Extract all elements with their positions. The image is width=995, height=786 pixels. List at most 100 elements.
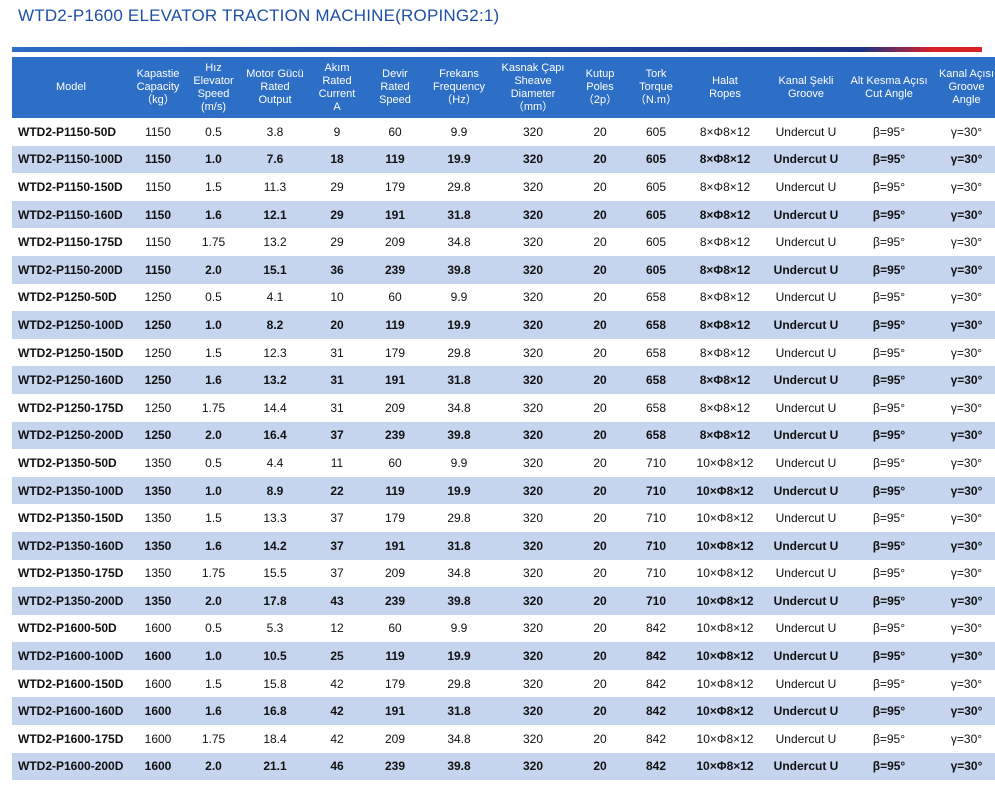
cell-ropes: 8×Φ8×12 — [685, 255, 765, 284]
cell-power: 13.2 — [241, 228, 309, 256]
cell-frequency: 19.9 — [425, 145, 493, 174]
cell-cut_angle: β=95° — [847, 642, 931, 670]
cell-groove: Undercut U — [765, 393, 847, 422]
column-header-rpm: Devir Rated Speed — [365, 57, 425, 118]
column-header-line: Kanal Şekli — [778, 74, 834, 87]
cell-speed: 2.0 — [186, 587, 241, 615]
cell-power: 5.3 — [241, 614, 309, 643]
cell-cut_angle: β=95° — [847, 228, 931, 256]
cell-sheave: 320 — [493, 118, 573, 146]
cell-capacity: 1600 — [130, 725, 186, 753]
column-header-line: Speed — [379, 94, 411, 106]
cell-poles: 20 — [573, 697, 627, 726]
cell-ropes: 10×Φ8×12 — [685, 697, 765, 726]
cell-groove_angle: γ=30° — [931, 421, 995, 450]
cell-frequency: 39.8 — [425, 421, 493, 450]
cell-sheave: 320 — [493, 228, 573, 256]
cell-power: 15.1 — [241, 255, 309, 284]
cell-sheave: 320 — [493, 173, 573, 201]
column-header-groove: Kanal Şekli Groove — [765, 57, 847, 118]
cell-ropes: 10×Φ8×12 — [685, 725, 765, 753]
column-header-line: A — [333, 100, 341, 113]
table-row: WTD2-P1250-175D 1250 1.75 14.4 31 209 34.8 320 2… — [12, 393, 995, 422]
table-row: WTD2-P1250-200D 1250 2.0 16.4 37 239 39.8 320 20… — [12, 421, 995, 450]
cell-sheave: 320 — [493, 504, 573, 532]
cell-speed: 2.0 — [186, 752, 241, 781]
cell-model: WTD2-P1350-175D — [12, 559, 130, 588]
cell-ropes: 10×Φ8×12 — [685, 752, 765, 781]
cell-groove_angle: γ=30° — [931, 283, 995, 312]
column-header-line: Frekans — [439, 68, 479, 80]
cell-torque: 605 — [627, 255, 685, 284]
cell-groove: Undercut U — [765, 449, 847, 477]
cell-current: 11 — [309, 449, 365, 477]
column-header-line: Poles — [586, 81, 614, 93]
cell-rpm: 60 — [365, 283, 425, 312]
cell-groove_angle: γ=30° — [931, 118, 995, 146]
column-header-line: Output — [258, 94, 292, 106]
cell-groove: Undercut U — [765, 504, 847, 532]
cell-ropes: 8×Φ8×12 — [685, 118, 765, 146]
column-header-line: （kg） — [141, 94, 175, 106]
cell-rpm: 191 — [365, 200, 425, 229]
column-header-speed: Hız Elevator Speed (m/s) — [186, 57, 241, 118]
cell-model: WTD2-P1350-150D — [12, 504, 130, 532]
cell-cut_angle: β=95° — [847, 338, 931, 367]
cell-model: WTD2-P1600-175D — [12, 725, 130, 753]
cell-power: 15.5 — [241, 559, 309, 588]
column-header-line: Kanal Açısı — [938, 68, 995, 80]
column-header-line: （2p） — [582, 94, 618, 106]
cell-frequency: 9.9 — [425, 118, 493, 146]
cell-cut_angle: β=95° — [847, 145, 931, 174]
column-header-frequency: Frekans Frequency （Hz） — [425, 57, 493, 118]
cell-sheave: 320 — [493, 559, 573, 588]
cell-frequency: 9.9 — [425, 614, 493, 643]
cell-groove: Undercut U — [765, 338, 847, 367]
cell-cut_angle: β=95° — [847, 366, 931, 394]
cell-model: WTD2-P1150-150D — [12, 173, 130, 201]
cell-speed: 2.0 — [186, 421, 241, 450]
cell-frequency: 34.8 — [425, 393, 493, 422]
table-row: WTD2-P1150-50D 1150 0.5 3.8 9 60 9.9 320 20 605 8×… — [12, 118, 995, 146]
cell-groove_angle: γ=30° — [931, 393, 995, 422]
cell-sheave: 320 — [493, 725, 573, 753]
cell-frequency: 29.8 — [425, 504, 493, 532]
column-header-line: Rated — [380, 81, 410, 93]
cell-sheave: 320 — [493, 669, 573, 698]
cell-ropes: 8×Φ8×12 — [685, 228, 765, 256]
cell-poles: 20 — [573, 669, 627, 698]
cell-torque: 658 — [627, 283, 685, 312]
cell-rpm: 239 — [365, 752, 425, 781]
cell-power: 8.9 — [241, 476, 309, 505]
table-row: WTD2-P1350-175D 1350 1.75 15.5 37 209 34.8 320 2… — [12, 559, 995, 588]
cell-ropes: 8×Φ8×12 — [685, 393, 765, 422]
cell-power: 3.8 — [241, 118, 309, 146]
cell-capacity: 1350 — [130, 449, 186, 477]
table-row: WTD2-P1150-175D 1150 1.75 13.2 29 209 34.8 320 2… — [12, 228, 995, 256]
cell-sheave: 320 — [493, 283, 573, 312]
cell-groove_angle: γ=30° — [931, 449, 995, 477]
cell-poles: 20 — [573, 504, 627, 532]
cell-poles: 20 — [573, 393, 627, 422]
cell-rpm: 209 — [365, 393, 425, 422]
cell-sheave: 320 — [493, 614, 573, 643]
table-body: WTD2-P1150-50D 1150 0.5 3.8 9 60 9.9 320 20 605 8×… — [12, 118, 995, 781]
cell-capacity: 1350 — [130, 504, 186, 532]
cell-poles: 20 — [573, 531, 627, 560]
cell-model: WTD2-P1600-150D — [12, 669, 130, 698]
cell-current: 18 — [309, 145, 365, 174]
cell-groove_angle: γ=30° — [931, 559, 995, 588]
table-row: WTD2-P1250-50D 1250 0.5 4.1 10 60 9.9 320 20 658 8… — [12, 283, 995, 312]
column-header-cut_angle: Alt Kesma Açısı Cut Angle — [847, 57, 931, 118]
cell-current: 42 — [309, 697, 365, 726]
cell-speed: 1.75 — [186, 725, 241, 753]
column-header-line: （mm） — [512, 100, 554, 113]
cell-rpm: 119 — [365, 311, 425, 339]
cell-cut_angle: β=95° — [847, 311, 931, 339]
cell-poles: 20 — [573, 725, 627, 753]
cell-groove_angle: γ=30° — [931, 366, 995, 394]
cell-groove_angle: γ=30° — [931, 642, 995, 670]
table-row: WTD2-P1150-160D 1150 1.6 12.1 29 191 31.8 320 20… — [12, 200, 995, 229]
cell-frequency: 31.8 — [425, 531, 493, 560]
cell-torque: 605 — [627, 200, 685, 229]
